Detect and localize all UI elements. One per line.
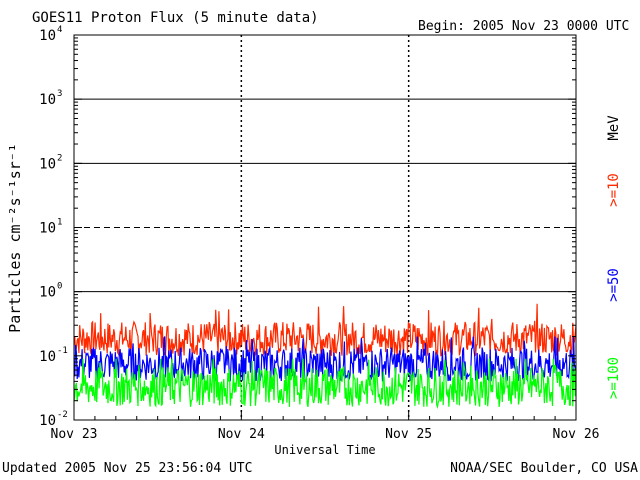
y-tick-exponent: 3	[57, 89, 62, 99]
series-line	[73, 336, 577, 383]
legend-units: MeV	[606, 115, 622, 141]
y-tick-label: 10	[39, 221, 56, 237]
y-tick-label: 10	[39, 156, 56, 172]
y-tick-label: 10	[39, 28, 56, 44]
y-tick-exponent: -2	[57, 410, 68, 420]
begin-time-label: Begin: 2005 Nov 23 0000 UTC	[418, 19, 629, 34]
updated-label: Updated 2005 Nov 25 23:56:04 UTC	[2, 461, 252, 476]
legend-label: >=10	[606, 173, 622, 207]
y-tick-label: 10	[39, 285, 56, 301]
legend: >=10 >=50 >=100 MeV	[606, 115, 622, 399]
x-axis-ticks: Nov 23 Nov 24 Nov 25 Nov 26	[51, 410, 600, 442]
y-tick-exponent: -1	[57, 346, 68, 356]
x-tick-label: Nov 26	[553, 427, 600, 442]
x-tick-label: Nov 23	[51, 427, 98, 442]
source-label: NOAA/SEC Boulder, CO USA	[450, 461, 638, 476]
x-tick-label: Nov 24	[218, 427, 265, 442]
series-line	[73, 303, 577, 357]
chart-title: GOES11 Proton Flux (5 minute data)	[32, 10, 319, 26]
y-tick-exponent: 4	[57, 25, 62, 35]
y-tick-exponent: 2	[57, 153, 62, 163]
grid	[74, 35, 576, 420]
y-tick-exponent: 0	[57, 282, 62, 292]
y-tick-exponent: 1	[57, 218, 62, 228]
x-axis-label: Universal Time	[274, 443, 375, 457]
legend-label: >=100	[606, 357, 622, 399]
y-tick-label: 10	[39, 92, 56, 108]
legend-label: >=50	[606, 268, 622, 302]
y-tick-label: 10	[39, 413, 56, 429]
x-tick-label: Nov 25	[385, 427, 432, 442]
y-axis-label: Particles cm⁻²s⁻¹sr⁻¹	[6, 143, 24, 333]
y-tick-label: 10	[39, 349, 56, 365]
series-line	[73, 358, 577, 410]
series-layer	[73, 303, 577, 410]
